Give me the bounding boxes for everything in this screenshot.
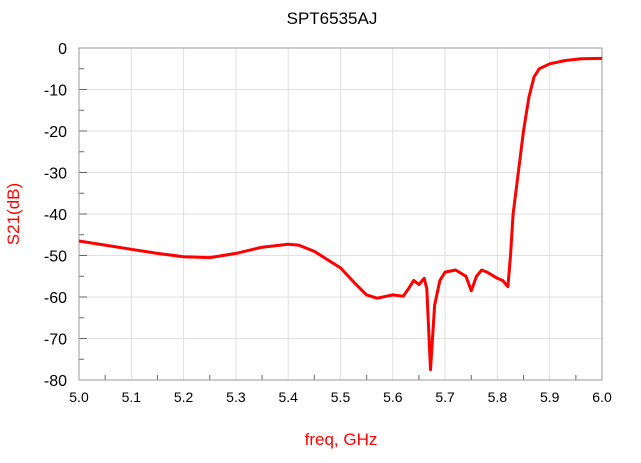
x-tick-label: 5.0 [69,389,89,405]
y-tick-label: -60 [44,290,67,307]
x-tick-label: 5.4 [278,389,298,405]
x-tick-label: 5.6 [383,389,403,405]
s21-series-line [78,56,603,372]
y-tick-label: -40 [44,207,67,224]
x-tick-label: 5.5 [331,389,351,405]
y-axis-label: S21(dB) [4,183,23,245]
x-tick-label: 5.2 [174,389,194,405]
x-axis-label: freq, GHz [305,430,378,449]
plot-frame [78,47,603,381]
y-tick-label: -30 [44,166,67,183]
y-tick-label: -10 [44,83,67,100]
y-tick-label: -20 [44,124,67,141]
grid [78,47,603,381]
x-tick-label: 5.8 [488,389,508,405]
x-tick-label: 5.1 [122,389,142,405]
y-tick-label: -70 [44,332,67,349]
y-tick-label: -50 [44,249,67,266]
y-tick-label: -80 [44,373,67,390]
x-tick-label: 5.9 [540,389,560,405]
x-tick-label: 6.0 [592,389,612,405]
chart-title: SPT6535AJ [287,9,378,28]
x-tick-label: 5.3 [226,389,246,405]
x-tick-label: 5.7 [435,389,455,405]
y-tick-label: 0 [58,41,67,58]
axis-ticks: 5.0 5.1 5.2 5.3 5.4 5.5 5.6 5.7 5.8 5.9 6.0 0 -10 -20… [44,41,612,405]
